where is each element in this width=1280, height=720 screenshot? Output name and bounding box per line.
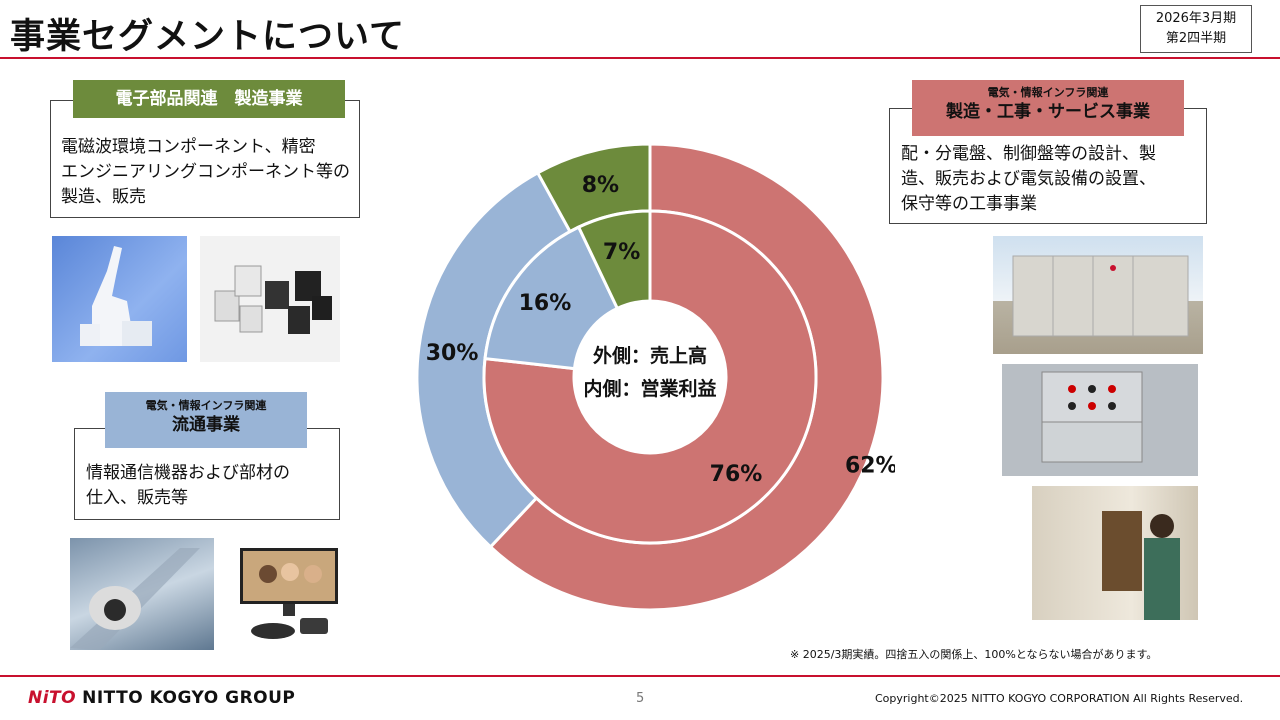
video-conference-photo xyxy=(238,546,340,646)
inner-ring-label-0: 76% xyxy=(710,462,763,487)
description-line: 配・分電盤、制御盤等の設計、製 xyxy=(901,144,1156,164)
description-line: エンジニアリングコンポーネント等の xyxy=(61,162,350,182)
page-number: 5 xyxy=(636,691,645,706)
footer-divider xyxy=(0,675,1280,677)
inner-ring-label-1: 16% xyxy=(519,291,572,316)
segment-donut-chart: 62% 30% 8% 76% 16% 7% 外側：売上高 内側：営業利益 xyxy=(415,142,895,612)
distribution-segment-tag: 電気・情報インフラ関連 流通事業 xyxy=(105,392,307,448)
component-photo xyxy=(200,236,340,362)
copyright: Copyright©2025 NITTO KOGYO CORPORATION A… xyxy=(875,692,1244,705)
description-line: 製造、販売 xyxy=(61,187,146,207)
component-photo xyxy=(52,236,187,362)
manufacturing-segment-description: 配・分電盤、制御盤等の設計、製 造、販売および電気設備の設置、 保守等の工事事業 xyxy=(901,142,1206,217)
description-line: 情報通信機器および部材の xyxy=(86,463,290,483)
electronics-segment-tag: 電子部品関連 製造事業 xyxy=(73,80,345,118)
company-logo: NiTO NITTO KOGYO GROUP xyxy=(28,688,295,708)
footnote: ※ 2025/3期実績。四捨五入の関係上、100%とならない場合があります。 xyxy=(790,648,1158,661)
description-line: 電磁波環境コンポーネント、精密 xyxy=(61,137,316,157)
electronics-segment-box: 電磁波環境コンポーネント、精密 エンジニアリングコンポーネント等の 製造、販売 xyxy=(50,100,360,218)
description-line: 造、販売および電気設備の設置、 xyxy=(901,169,1156,189)
logo-mark: NiTO xyxy=(28,688,77,708)
description-line: 仕入、販売等 xyxy=(86,488,188,508)
distribution-tag-category: 電気・情報インフラ関連 xyxy=(145,399,267,412)
inner-ring-slice-2 xyxy=(576,209,652,311)
fiscal-period-box: 2026年3月期 第2四半期 xyxy=(1140,5,1252,53)
outer-ring-label-1: 30% xyxy=(426,341,479,366)
outdoor-cubicle-photo xyxy=(993,236,1203,354)
distribution-tag-name: 流通事業 xyxy=(172,415,240,435)
center-label-operating-income: 内側：営業利益 xyxy=(583,377,716,400)
fiscal-period-year: 2026年3月期 xyxy=(1155,11,1237,26)
inner-ring-label-2: 7% xyxy=(603,240,640,265)
maintenance-worker-photo xyxy=(1032,486,1198,620)
manufacturing-tag-category: 電気・情報インフラ関連 xyxy=(987,86,1109,99)
inner-ring-slice-1 xyxy=(483,225,620,371)
title-divider xyxy=(0,57,1280,59)
electronics-segment-description: 電磁波環境コンポーネント、精密 エンジニアリングコンポーネント等の 製造、販売 xyxy=(61,135,359,210)
manufacturing-segment-tag: 電気・情報インフラ関連 製造・工事・サービス事業 xyxy=(912,80,1184,136)
center-label-sales: 外側：売上高 xyxy=(593,344,707,367)
logo-text: NITTO KOGYO GROUP xyxy=(82,688,296,708)
page-title: 事業セグメントについて xyxy=(10,17,405,57)
fiscal-period-quarter: 第2四半期 xyxy=(1165,31,1227,46)
inner-ring-slice-0 xyxy=(482,209,818,545)
description-line: 保守等の工事事業 xyxy=(901,194,1037,214)
distribution-segment-description: 情報通信機器および部材の 仕入、販売等 xyxy=(86,461,339,511)
camera-escalator-photo xyxy=(70,538,214,650)
outer-ring-label-0: 62% xyxy=(845,454,895,479)
control-panel-photo xyxy=(1002,364,1198,476)
manufacturing-tag-name: 製造・工事・サービス事業 xyxy=(946,102,1150,122)
outer-ring-label-2: 8% xyxy=(582,173,619,198)
